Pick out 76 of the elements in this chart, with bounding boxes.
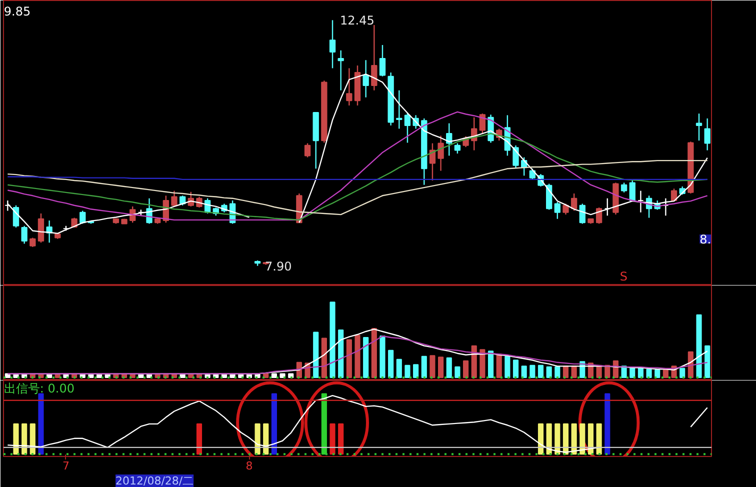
text: 2012/08/28/二 — [116, 474, 194, 487]
bar — [371, 328, 377, 378]
candlestick — [596, 206, 602, 224]
bar — [654, 369, 660, 378]
candlestick — [438, 135, 444, 172]
candlestick — [570, 192, 578, 212]
bar — [446, 357, 452, 378]
bar — [380, 336, 386, 378]
bar — [388, 350, 394, 378]
candlestick — [554, 202, 560, 220]
candlestick — [638, 190, 644, 213]
candlestick — [346, 68, 352, 106]
candlestick — [371, 24, 378, 91]
candlestick — [338, 50, 344, 91]
bar — [480, 349, 486, 378]
x-tick-label: 8 — [246, 460, 253, 472]
text: S — [620, 270, 628, 284]
annotation: 出信号: 0.00 — [4, 382, 74, 396]
bar — [704, 345, 710, 378]
candlestick — [620, 182, 628, 194]
bar — [504, 356, 510, 378]
bar — [363, 337, 369, 378]
bar — [471, 345, 477, 378]
candlestick — [38, 212, 44, 244]
x-tick-label: 7 — [62, 460, 70, 472]
bar — [354, 334, 360, 378]
bar — [554, 366, 560, 378]
candlestick — [80, 210, 86, 224]
bar — [488, 350, 494, 378]
bar — [338, 329, 344, 378]
bar — [346, 339, 352, 378]
candlestick — [21, 225, 28, 244]
bar — [321, 338, 327, 378]
candlestick — [512, 144, 519, 168]
bar — [438, 356, 444, 378]
candlestick — [562, 203, 569, 216]
candlestick — [304, 142, 311, 158]
candlestick — [662, 198, 669, 216]
bar — [662, 369, 668, 378]
candlestick — [696, 112, 702, 142]
candlestick — [396, 90, 402, 130]
candlestick — [604, 198, 610, 216]
candlestick — [404, 112, 411, 144]
bar — [330, 302, 336, 378]
bar — [680, 368, 686, 378]
annotation: 7.90 — [265, 259, 292, 274]
text: 9.85 — [4, 4, 31, 18]
bar — [404, 364, 410, 378]
bar — [646, 368, 652, 378]
bar — [413, 364, 419, 378]
candlestick — [704, 118, 710, 151]
bar — [396, 358, 402, 378]
bar — [546, 366, 552, 378]
candlestick — [329, 20, 336, 69]
candlestick — [171, 190, 178, 208]
candlestick — [454, 142, 461, 154]
bar — [696, 314, 702, 378]
candlestick — [362, 60, 369, 98]
bar — [530, 364, 536, 378]
annotation: 8. — [700, 232, 712, 246]
candlestick — [479, 112, 486, 134]
bar — [521, 366, 527, 378]
bar — [430, 355, 436, 378]
bar — [454, 366, 460, 378]
candlestick — [379, 44, 386, 77]
bar — [421, 356, 427, 378]
candlestick — [30, 237, 36, 248]
candlestick — [12, 204, 20, 228]
bar — [621, 366, 627, 378]
bar — [462, 360, 469, 378]
bar — [512, 360, 519, 378]
candlestick — [579, 203, 586, 224]
bar — [496, 354, 502, 378]
bar — [313, 332, 319, 378]
bar — [538, 364, 544, 378]
annotation: 12.45 — [340, 14, 374, 28]
